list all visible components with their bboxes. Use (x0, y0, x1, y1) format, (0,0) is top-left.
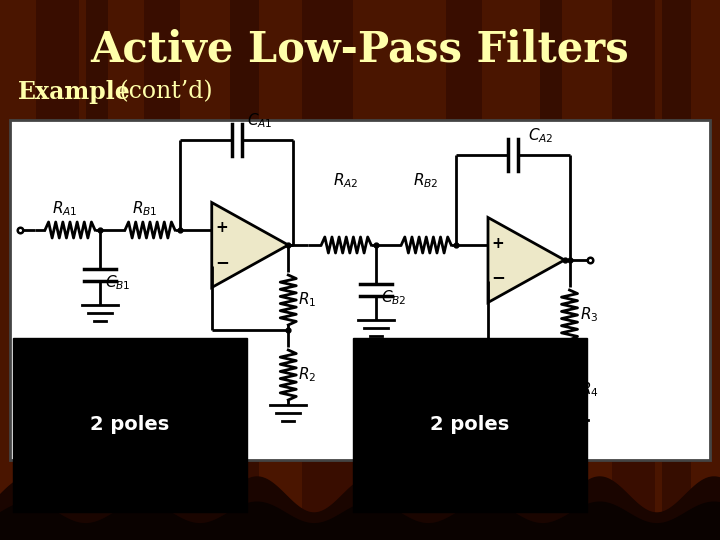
Text: 2 poles: 2 poles (91, 415, 170, 435)
Text: $R_{B1}$: $R_{B1}$ (132, 199, 158, 218)
Bar (144, 0, 180, 540)
Text: $R_4$: $R_4$ (580, 381, 598, 400)
Text: $C_{A2}$: $C_{A2}$ (528, 126, 554, 145)
Text: +: + (215, 220, 228, 235)
Text: −: − (215, 253, 229, 271)
Text: $R_3$: $R_3$ (580, 306, 598, 325)
Bar (230, 0, 259, 540)
Text: $C_{A1}$: $C_{A1}$ (247, 111, 272, 130)
Bar (446, 0, 482, 540)
Polygon shape (488, 218, 564, 302)
Text: (cont’d): (cont’d) (112, 80, 212, 104)
Text: Active Low-Pass Filters: Active Low-Pass Filters (91, 29, 629, 71)
Polygon shape (212, 202, 288, 287)
Bar (662, 0, 691, 540)
Bar (10, 120, 710, 460)
Text: $R_1$: $R_1$ (298, 291, 317, 309)
Text: $R_2$: $R_2$ (298, 366, 317, 384)
Text: $C_{B2}$: $C_{B2}$ (382, 289, 407, 307)
Text: $C_{B1}$: $C_{B1}$ (105, 274, 131, 292)
Text: $R_{B2}$: $R_{B2}$ (413, 171, 439, 190)
Text: $R_{A2}$: $R_{A2}$ (333, 171, 359, 190)
Text: $R_{A1}$: $R_{A1}$ (52, 199, 78, 218)
Bar (540, 0, 562, 540)
Text: 2 poles: 2 poles (431, 415, 510, 435)
Bar (302, 0, 353, 540)
Bar (86, 0, 108, 540)
Text: +: + (492, 235, 505, 251)
Bar (612, 0, 655, 540)
Text: −: − (491, 268, 505, 286)
Text: Example: Example (18, 80, 131, 104)
Bar (36, 0, 79, 540)
